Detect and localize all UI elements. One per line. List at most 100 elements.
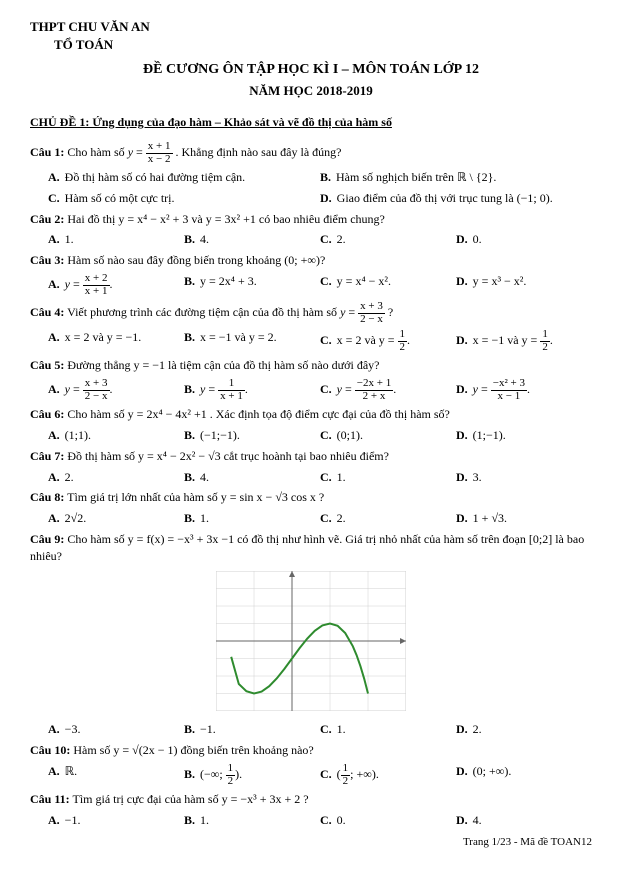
q2-opts: A. 1. B. 4. C. 2. D. 0. (48, 231, 592, 248)
q4-text-b: ? (388, 305, 393, 319)
question-11: Câu 11: Tìm giá trị cực đại của hàm số y… (30, 791, 592, 808)
q7-B: 4. (200, 470, 209, 484)
q6-D: (1;−1). (473, 428, 506, 442)
q8-text: Tìm giá trị lớn nhất của hàm số y = sin … (67, 490, 324, 504)
q3-opts: A. y = x + 2x + 1. B. y = 2x⁴ + 3. C. y … (48, 273, 592, 297)
q10-C-d: 2 (341, 776, 351, 788)
q5-opts: A. y = x + 32 − x. B. y = 1x + 1. C. y =… (48, 378, 592, 402)
q10-text: Hàm số y = √(2x − 1) đồng biến trên khoả… (73, 743, 313, 757)
q4-frac-d: 2 − x (358, 314, 385, 326)
q4-C-d: 2 (398, 342, 408, 354)
q1-B: Hàm số nghịch biến trên ℝ \ {2}. (336, 170, 496, 184)
q3-label: Câu 3: (30, 253, 64, 267)
q2-text: Hai đồ thị y = x⁴ − x² + 3 và y = 3x² +1… (67, 212, 385, 226)
q2-B: 4. (200, 232, 209, 246)
q10-C-b: ; +∞). (350, 767, 379, 781)
q9-chart (216, 571, 406, 711)
q1-A: Đồ thị hàm số có hai đường tiệm cận. (65, 170, 245, 184)
page-footer: Trang 1/23 - Mã đề TOAN12 (30, 835, 592, 850)
q8-A: 2√2. (65, 511, 87, 525)
q1-frac-n: x + 1 (146, 141, 173, 154)
q3-C: y = x⁴ − x². (337, 274, 391, 288)
q5-B-n: 1 (218, 378, 245, 391)
q8-opts: A. 2√2. B. 1. C. 2. D. 1 + √3. (48, 510, 592, 527)
q11-C: 0. (337, 813, 346, 827)
q5-C-n: −2x + 1 (355, 378, 393, 391)
q5-A-d: 2 − x (83, 391, 110, 403)
q1-opts-ab: A. Đồ thị hàm số có hai đường tiệm cận. … (48, 169, 592, 186)
q8-D: 1 + √3. (473, 511, 507, 525)
q1-C: Hàm số có một cực trị. (65, 191, 175, 205)
q1-label: Câu 1: (30, 145, 64, 159)
q2-C: 2. (337, 232, 346, 246)
q10-B-n: 1 (226, 763, 236, 776)
question-2: Câu 2: Hai đồ thị y = x⁴ − x² + 3 và y =… (30, 211, 592, 228)
q5-C-d: 2 + x (355, 391, 393, 403)
doc-title: ĐỀ CƯƠNG ÔN TẬP HỌC KÌ I – MÔN TOÁN LỚP … (30, 60, 592, 80)
q1-frac-d: x − 2 (146, 154, 173, 166)
q10-C-n: 1 (341, 763, 351, 776)
q3-text: Hàm số nào sau đây đồng biến trong khoản… (67, 253, 325, 267)
q11-D: 4. (473, 813, 482, 827)
q6-text: Cho hàm số y = 2x⁴ − 4x² +1 . Xác định t… (67, 407, 450, 421)
q8-label: Câu 8: (30, 490, 64, 504)
q10-B-d: 2 (226, 776, 236, 788)
q5-D-d: x − 1 (491, 391, 527, 403)
q3-A-n: x + 2 (83, 273, 110, 286)
q3-D: y = x³ − x². (473, 274, 527, 288)
q9-chart-wrap (30, 571, 592, 716)
q7-D: 3. (473, 470, 482, 484)
q10-A: ℝ. (65, 764, 78, 778)
q9-opts: A. −3. B. −1. C. 1. D. 2. (48, 721, 592, 738)
q3-B: y = 2x⁴ + 3. (200, 274, 257, 288)
q4-label: Câu 4: (30, 305, 64, 319)
q8-B: 1. (200, 511, 209, 525)
q1-opts-cd: C. Hàm số có một cực trị. D. Giao điểm c… (48, 190, 592, 207)
q9-D: 2. (473, 722, 482, 736)
q9-label: Câu 9: (30, 532, 64, 546)
q11-text: Tìm giá trị cực đại của hàm số y = −x³ +… (72, 792, 308, 806)
q3-A-d: x + 1 (83, 286, 110, 298)
q6-B: (−1;−1). (200, 428, 240, 442)
question-1: Câu 1: Cho hàm số y = x + 1x − 2 . Khẳng… (30, 141, 592, 165)
q5-D-n: −x² + 3 (491, 378, 527, 391)
q9-A: −3. (65, 722, 81, 736)
q10-opts: A. ℝ. B. (−∞; 12). C. (12; +∞). D. (0; +… (48, 763, 592, 787)
q4-opts: A. x = 2 và y = −1. B. x = −1 và y = 2. … (48, 329, 592, 353)
q7-opts: A. 2. B. 4. C. 1. D. 3. (48, 469, 592, 486)
q4-text-a: Viết phương trình các đường tiệm cận của… (67, 305, 340, 319)
question-5: Câu 5: Đường thẳng y = −1 là tiệm cận củ… (30, 357, 592, 374)
q2-D: 0. (473, 232, 482, 246)
q7-A: 2. (65, 470, 74, 484)
header: THPT CHU VĂN AN TỔ TOÁN ĐỀ CƯƠNG ÔN TẬP … (30, 18, 592, 100)
q7-label: Câu 7: (30, 449, 64, 463)
q9-B: −1. (200, 722, 216, 736)
doc-subtitle: NĂM HỌC 2018-2019 (30, 82, 592, 100)
q5-label: Câu 5: (30, 358, 64, 372)
q4-D-d: 2 (540, 342, 550, 354)
question-4: Câu 4: Viết phương trình các đường tiệm … (30, 301, 592, 325)
q6-label: Câu 6: (30, 407, 64, 421)
q9-C: 1. (337, 722, 346, 736)
q6-C: (0;1). (337, 428, 363, 442)
q7-text: Đồ thị hàm số y = x⁴ − 2x² − √3 cắt trục… (67, 449, 389, 463)
topic-heading: CHỦ ĐỀ 1: Ứng dụng của đạo hàm – Khảo sá… (30, 114, 592, 131)
q10-label: Câu 10: (30, 743, 70, 757)
q7-C: 1. (337, 470, 346, 484)
q4-C-n: 1 (398, 329, 408, 342)
question-8: Câu 8: Tìm giá trị lớn nhất của hàm số y… (30, 489, 592, 506)
school-name: THPT CHU VĂN AN (30, 18, 592, 36)
q5-text: Đường thẳng y = −1 là tiệm cận của đồ th… (67, 358, 379, 372)
q8-C: 2. (337, 511, 346, 525)
q4-A: x = 2 và y = −1. (65, 330, 142, 344)
question-10: Câu 10: Hàm số y = √(2x − 1) đồng biến t… (30, 742, 592, 759)
q11-A: −1. (65, 813, 81, 827)
q2-label: Câu 2: (30, 212, 64, 226)
q1-text-a: Cho hàm số (67, 145, 127, 159)
question-3: Câu 3: Hàm số nào sau đây đồng biến tron… (30, 252, 592, 269)
dept-name: TỔ TOÁN (54, 36, 592, 54)
q4-B: x = −1 và y = 2. (200, 330, 277, 344)
q4-D-n: 1 (540, 329, 550, 342)
q4-frac-n: x + 3 (358, 301, 385, 314)
q9-text: Cho hàm số y = f(x) = −x³ + 3x −1 có đồ … (30, 532, 584, 563)
